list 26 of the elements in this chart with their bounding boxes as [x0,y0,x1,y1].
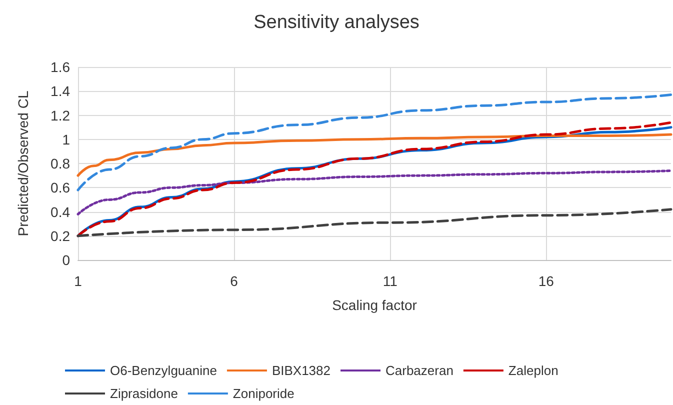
y-tick-label: 0 [62,252,70,268]
y-tick-label: 1.4 [50,83,70,100]
legend-label: Zoniporide [232,386,294,401]
legend-label: O6-Benzylguanine [110,363,217,378]
legend-label: Zaleplon [508,363,558,378]
x-tick-label: 11 [382,273,398,289]
line-series [76,208,672,238]
legend-label: BIBX1382 [272,363,331,378]
chart-title: Sensitivity analyses [254,12,420,33]
y-tick-label: 1.6 [50,59,70,75]
x-tick-label: 6 [230,273,238,289]
y-tick-label: 0.4 [50,204,70,220]
line-series [76,93,672,192]
y-tick-label: 1.2 [50,107,70,124]
x-tick-label: 1 [74,273,82,289]
line-series [76,133,672,177]
y-axis-title: Predicted/Observed CL [15,90,31,236]
y-tick-label: 0.8 [50,156,70,172]
legend-label: Ziprasidone [110,386,178,401]
x-tick-label: 16 [538,273,554,289]
y-tick-label: 1 [62,131,70,148]
x-axis-title: Scaling factor [332,297,418,313]
y-tick-label: 0.2 [50,228,70,244]
legend-label: Carbazeran [386,363,454,378]
y-tick-label: 0.6 [50,180,70,196]
line-series [76,169,672,216]
